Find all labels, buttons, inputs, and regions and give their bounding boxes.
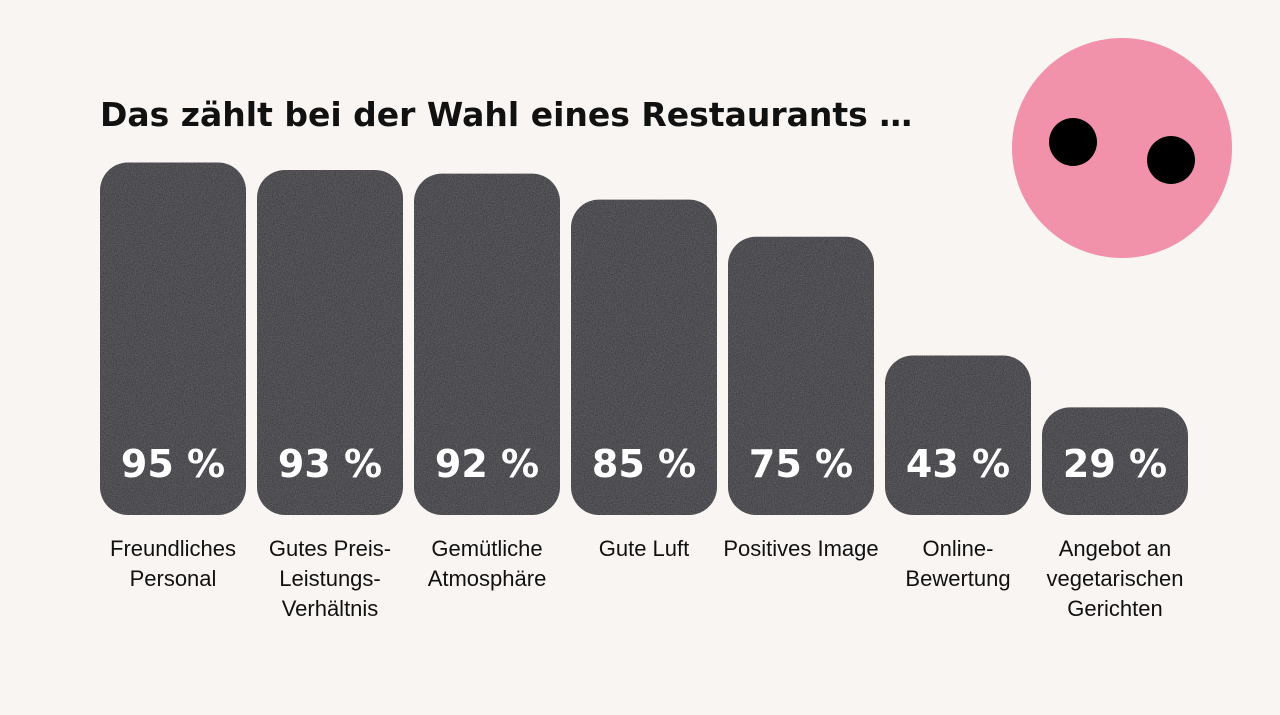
- value-label: 85 %: [592, 442, 696, 486]
- value-label: 75 %: [749, 442, 853, 486]
- nose: [1012, 38, 1232, 258]
- bar: [728, 236, 874, 515]
- value-label: 95 %: [121, 442, 225, 486]
- category-label: Online-Bewertung: [905, 536, 1011, 591]
- category-label: Gemütliche Atmosphäre: [427, 536, 547, 591]
- category-label: Gute Luft: [598, 536, 690, 561]
- nostril: [1147, 136, 1195, 184]
- pig-nose: [1012, 38, 1232, 258]
- nostril: [1049, 118, 1097, 166]
- value-label: 92 %: [435, 442, 539, 486]
- bar: [571, 199, 717, 515]
- value-label: 93 %: [278, 442, 382, 486]
- value-label: 43 %: [906, 442, 1010, 486]
- category-label: Angebot an vegetarischen Gerichten: [1046, 536, 1184, 621]
- value-label: 29 %: [1063, 442, 1167, 486]
- bar: [414, 173, 560, 515]
- bar: [885, 355, 1031, 515]
- bar: [100, 162, 246, 516]
- category-label: Freundliches Personal: [110, 536, 236, 591]
- bar: [257, 169, 403, 515]
- bar: [1042, 407, 1188, 515]
- category-label: Positives Image: [723, 536, 879, 561]
- chart-title: Das zählt bei der Wahl eines Restaurants…: [100, 95, 912, 134]
- category-label: Gutes Preis-Leistungs-Verhältnis: [268, 536, 392, 621]
